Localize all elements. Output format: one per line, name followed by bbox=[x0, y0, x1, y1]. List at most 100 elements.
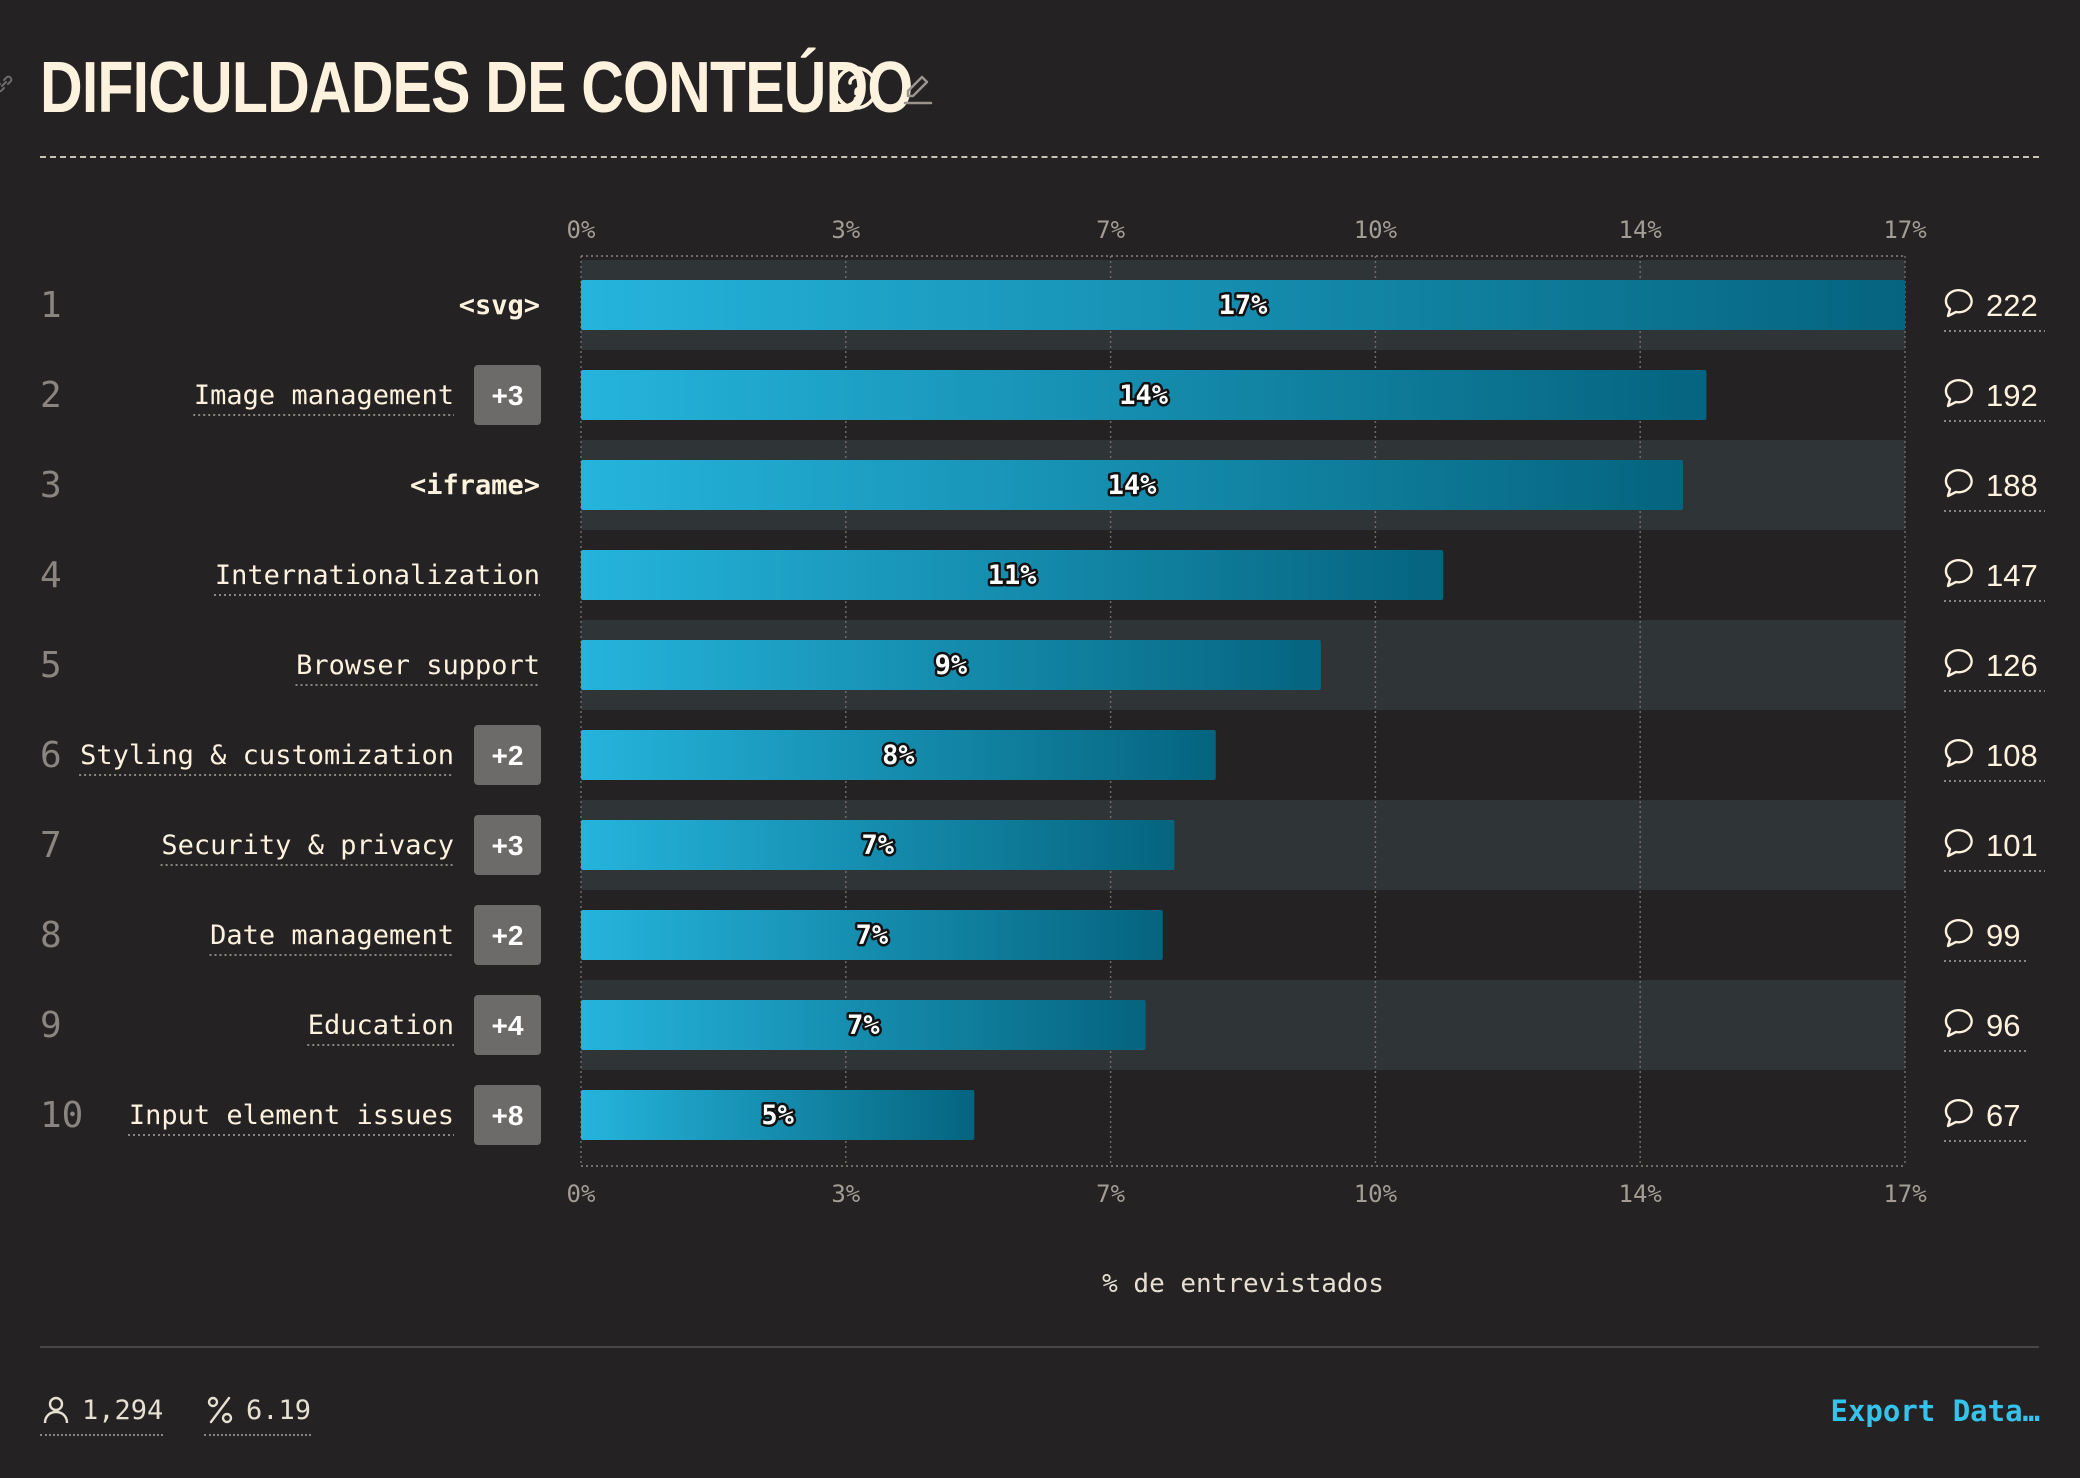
row-badge: +2 bbox=[474, 725, 541, 785]
bar bbox=[581, 1000, 1146, 1050]
badge-bg bbox=[474, 815, 541, 875]
x-tick-label-bottom: 10% bbox=[1354, 1180, 1398, 1208]
badge-bg bbox=[474, 995, 541, 1055]
comment-count[interactable]: 147 bbox=[1944, 558, 2045, 602]
badge-label: +3 bbox=[492, 380, 524, 411]
ratio-stat[interactable]: 6.19 bbox=[204, 1390, 312, 1436]
bar bbox=[581, 460, 1684, 510]
row-badge: +3 bbox=[474, 365, 541, 425]
row-badge: +8 bbox=[474, 1085, 541, 1145]
row-rank: 8 bbox=[40, 915, 62, 956]
comment-count-value: 99 bbox=[1986, 918, 2020, 953]
row-label[interactable]: <iframe> bbox=[410, 470, 540, 501]
x-tick-label-bottom: 3% bbox=[831, 1180, 860, 1208]
bar bbox=[581, 280, 1905, 330]
question-circle-icon[interactable] bbox=[832, 64, 880, 112]
comment-count[interactable]: 108 bbox=[1944, 738, 2045, 782]
comment-bubble-icon bbox=[1944, 559, 1973, 588]
comment-count[interactable]: 126 bbox=[1944, 648, 2045, 692]
x-tick-label-top: 14% bbox=[1619, 216, 1663, 244]
comment-count[interactable]: 188 bbox=[1944, 468, 2045, 512]
respondents-stat[interactable]: 1,294 bbox=[40, 1390, 164, 1436]
bar-chart: 0% 0% 3% 3% 7% 7% 10% 10% 14% 14% 17% 17% 1 <svg> 17% 2… bbox=[40, 216, 2045, 1299]
pencil-icon[interactable] bbox=[898, 68, 938, 108]
comment-count-value: 222 bbox=[1986, 288, 2038, 323]
row-label[interactable]: Education bbox=[308, 1010, 454, 1041]
comment-count-value: 188 bbox=[1986, 468, 2038, 503]
title-divider bbox=[40, 156, 2039, 158]
badge-label: +8 bbox=[492, 1100, 524, 1131]
x-tick-label-top: 10% bbox=[1354, 216, 1398, 244]
comment-bubble-icon bbox=[1944, 1009, 1973, 1038]
row-rank: 6 bbox=[40, 735, 62, 776]
comment-count[interactable]: 222 bbox=[1944, 288, 2045, 332]
x-tick-label-bottom: 14% bbox=[1619, 1180, 1663, 1208]
percent-icon bbox=[207, 1396, 233, 1424]
row-badge: +4 bbox=[474, 995, 541, 1055]
link-icon[interactable] bbox=[0, 72, 16, 96]
comment-count[interactable]: 101 bbox=[1944, 828, 2045, 872]
row-label[interactable]: Date management bbox=[210, 920, 454, 951]
footer-divider bbox=[40, 1346, 2039, 1348]
x-tick-label-bottom: 0% bbox=[567, 1180, 596, 1208]
comment-bubble-icon bbox=[1944, 469, 1973, 498]
comment-bubble-icon bbox=[1944, 919, 1973, 948]
badge-label: +2 bbox=[492, 740, 524, 771]
badge-label: +2 bbox=[492, 920, 524, 951]
comment-count-value: 192 bbox=[1986, 378, 2038, 413]
badge-bg bbox=[474, 725, 541, 785]
comment-count-value: 147 bbox=[1986, 558, 2038, 593]
row-badge: +2 bbox=[474, 905, 541, 965]
row-rank: 5 bbox=[40, 645, 62, 686]
comment-bubble-icon bbox=[1944, 1099, 1973, 1128]
ratio-value: 6.19 bbox=[246, 1394, 312, 1426]
badge-bg bbox=[474, 905, 541, 965]
row-label[interactable]: Internationalization bbox=[215, 560, 540, 591]
bar-value-label: 5% bbox=[761, 1100, 794, 1131]
comment-bubble-icon bbox=[1944, 739, 1973, 768]
bar-value-label: 8% bbox=[882, 740, 915, 771]
badge-label: +4 bbox=[492, 1010, 524, 1041]
bar-value-label: 14% bbox=[1119, 380, 1169, 411]
bar bbox=[581, 640, 1321, 690]
bar-value-label: 9% bbox=[935, 650, 968, 681]
comment-bubble-icon bbox=[1944, 649, 1973, 678]
comment-count-value: 96 bbox=[1986, 1008, 2020, 1043]
chart-title: DIFICULDADES DE CONTEÚDO bbox=[40, 48, 913, 128]
bar-value-label: 14% bbox=[1108, 470, 1158, 501]
bar-value-label: 11% bbox=[988, 560, 1038, 591]
respondents-count: 1,294 bbox=[82, 1394, 164, 1426]
row-rank: 9 bbox=[40, 1005, 62, 1046]
bar bbox=[581, 1090, 975, 1140]
bar bbox=[581, 730, 1216, 780]
comment-bubble-icon bbox=[1944, 379, 1973, 408]
comment-count[interactable]: 96 bbox=[1944, 1008, 2028, 1052]
row-rank: 3 bbox=[40, 465, 62, 506]
x-tick-label-top: 17% bbox=[1883, 216, 1927, 244]
row-label[interactable]: Styling & customization bbox=[80, 740, 454, 771]
comment-count[interactable]: 99 bbox=[1944, 918, 2028, 962]
export-data-link[interactable]: Export Data… bbox=[1830, 1394, 2040, 1428]
row-rank: 7 bbox=[40, 825, 62, 866]
x-tick-label-top: 7% bbox=[1096, 216, 1125, 244]
x-tick-label-top: 0% bbox=[567, 216, 596, 244]
comment-count[interactable]: 67 bbox=[1944, 1098, 2028, 1142]
bar-value-label: 7% bbox=[856, 920, 889, 951]
bar-value-label: 7% bbox=[861, 830, 894, 861]
comment-bubble-icon bbox=[1944, 829, 1973, 858]
row-rank: 2 bbox=[40, 375, 62, 416]
comment-count[interactable]: 192 bbox=[1944, 378, 2045, 422]
x-tick-label-bottom: 17% bbox=[1883, 1180, 1927, 1208]
row-label[interactable]: Browser support bbox=[296, 650, 540, 681]
bar bbox=[581, 820, 1175, 870]
row-label[interactable]: Security & privacy bbox=[161, 830, 454, 861]
badge-bg bbox=[474, 365, 541, 425]
row-label[interactable]: <svg> bbox=[459, 290, 540, 321]
row-label[interactable]: Input element issues bbox=[129, 1100, 454, 1131]
badge-bg bbox=[474, 1085, 541, 1145]
row-rank: 4 bbox=[40, 555, 62, 596]
bar bbox=[581, 370, 1707, 420]
x-tick-label-top: 3% bbox=[831, 216, 860, 244]
row-label[interactable]: Image management bbox=[194, 380, 454, 411]
comment-count-value: 67 bbox=[1986, 1098, 2020, 1133]
